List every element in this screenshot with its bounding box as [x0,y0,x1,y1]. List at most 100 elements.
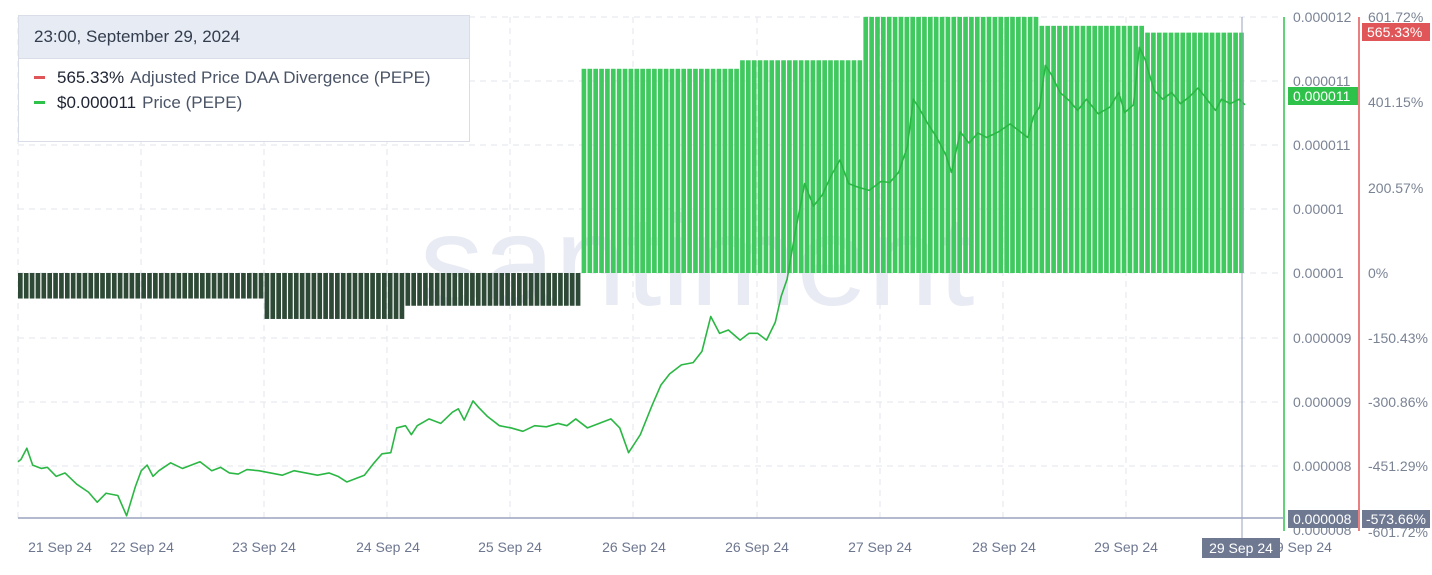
divergence-bar [1092,25,1098,273]
divergence-bar [147,273,152,299]
divergence-bar [552,273,557,306]
divergence-bar [111,273,117,299]
divergence-bar [452,273,458,306]
divergence-bar [1033,16,1039,273]
divergence-bar [927,16,933,273]
divergence-bar [1221,32,1227,274]
divergence-bar [857,60,863,273]
divergence-tick-label: 401.15% [1368,94,1423,110]
divergence-bar [1115,25,1121,273]
divergence-bar [563,273,569,306]
divergence-bar [787,60,792,273]
axes: 0.0000120.0000110.0000110.000010.000010.… [18,9,1430,558]
divergence-bar [70,273,76,299]
divergence-current-label: 565.33% [1367,24,1422,40]
divergence-bar [886,16,892,273]
divergence-bar [851,60,857,273]
divergence-bar [288,273,293,319]
divergence-bar [182,273,188,299]
divergence-bar [728,68,734,273]
divergence-bar [129,273,135,299]
divergence-bar [47,273,53,299]
x-tick-label: 29 Sep 24 [1094,539,1158,555]
price-tick-label: 0.000012 [1293,9,1352,25]
tooltip-date: 23:00, September 29, 2024 [19,16,469,59]
divergence-bar [252,273,258,299]
price-tick-label: 0.000011 [1293,73,1351,89]
divergence-bar [1215,32,1221,274]
divergence-bar [875,16,880,273]
divergence-current-badge [1362,23,1430,41]
divergence-bar [687,68,692,273]
divergence-bar [82,273,88,299]
divergence-bar [164,273,170,299]
divergence-bar [434,273,440,306]
x-tick-label: 26 Sep 24 [602,539,666,555]
divergence-bar [246,273,252,299]
divergence-bar [1180,32,1186,274]
divergence-bar [1139,25,1144,273]
divergence-bar [740,60,745,273]
x-tick-label: 25 Sep 24 [478,539,542,555]
divergence-bar [1074,25,1080,273]
price-current-label: 0.000011 [1293,88,1351,104]
divergence-bar [411,273,417,306]
divergence-bar [282,273,287,319]
divergence-bar [135,273,141,299]
divergence-bar [399,273,405,319]
divergence-bar [534,273,540,306]
divergence-bar [722,68,728,273]
divergence-bar [1021,16,1027,273]
divergence-bar [681,68,687,273]
divergence-bar [423,273,428,306]
divergence-bar [828,60,833,273]
divergence-bar [522,273,528,306]
divergence-bar [311,273,317,319]
divergence-bar [1063,25,1068,273]
divergence-bar [945,16,951,273]
divergence-bar [1027,16,1033,273]
divergence-bar [710,68,716,273]
divergence-bottom-badge [1362,510,1430,528]
divergence-bar [499,273,505,306]
divergence-bar [652,68,657,273]
divergence-bar [305,273,311,319]
divergence-bar [605,68,610,273]
divergence-bar [35,273,41,299]
divergence-bar [446,273,452,306]
divergence-bar [387,273,393,319]
divergence-bar [1151,32,1156,274]
divergence-bar [763,60,769,273]
divergence-bar [170,273,176,299]
divergence-bar [487,273,493,306]
divergence-bars [18,16,1244,319]
divergence-bar [974,16,980,273]
divergence-bar [528,273,534,306]
price-tick-label: 0.000011 [1293,137,1351,153]
divergence-bar [123,273,129,299]
divergence-bar [640,68,645,273]
divergence-tick-label: -150.43% [1368,330,1428,346]
divergence-bar [1010,16,1015,273]
divergence-bar [235,273,240,299]
divergence-bar [18,273,23,299]
divergence-bar [346,273,352,319]
divergence-bar [1121,25,1127,273]
divergence-bar [53,273,58,299]
divergence-bar [546,273,552,306]
divergence-bar [76,273,82,299]
divergence-bar [493,273,499,306]
divergence-bar [340,273,346,319]
price-tick-label: 0.000009 [1293,394,1352,410]
divergence-bar [1039,25,1045,273]
x-tick-label: 24 Sep 24 [356,539,420,555]
divergence-bottom-label: -573.66% [1366,511,1426,527]
divergence-bar [910,16,916,273]
divergence-bar [293,273,299,319]
divergence-bar [1209,32,1215,274]
x-tick-label: 21 Sep 24 [28,539,92,555]
divergence-bar [704,68,710,273]
divergence-bar [699,68,704,273]
divergence-bar [417,273,422,306]
divergence-bar [299,273,305,319]
